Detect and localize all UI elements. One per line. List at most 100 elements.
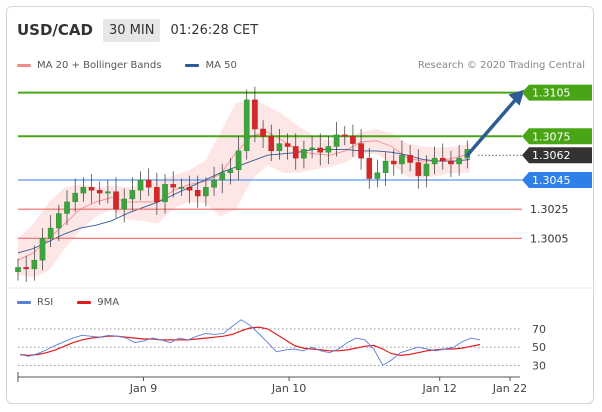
ma50-line [17, 148, 470, 254]
candle-body [350, 136, 356, 144]
rsi-tick-50: 50 [532, 341, 546, 354]
level-tag-text: 1.3105 [532, 87, 571, 100]
chart-widget: USD/CAD 30 MIN 01:26:28 CET MA 20 + Boll… [6, 6, 594, 404]
ma50-swatch [185, 64, 200, 67]
candle-body [129, 189, 136, 200]
ma50-legend-label: MA 50 [205, 60, 237, 71]
candle-body [203, 187, 209, 197]
rsi-swatch [17, 301, 31, 304]
candle-body [219, 172, 226, 181]
symbol-label: USD/CAD [17, 21, 93, 39]
candle-body [227, 169, 234, 173]
level-tag-1.3062: 1.3062 [522, 147, 592, 164]
level-label-1.3025: 1.3025 [530, 203, 569, 216]
bollinger-legend-label: MA 20 + Bollinger Bands [37, 60, 162, 71]
candle-body [276, 143, 283, 152]
projection-arrow-shaft [465, 96, 519, 157]
candle-body [415, 162, 422, 176]
legend-price: MA 20 + Bollinger Bands MA 50 [17, 60, 237, 71]
candle-body [178, 187, 185, 189]
rsi-tick-30: 30 [532, 359, 546, 372]
level-tag-1.3105: 1.3105 [522, 84, 592, 101]
projection-arrow-head [508, 89, 525, 106]
ma9-line [19, 326, 481, 357]
candle-body [194, 189, 201, 197]
legend-rsi: RSI 9MA [17, 297, 119, 308]
candle-body [211, 179, 217, 188]
candle-body [260, 128, 266, 137]
level-tag-bg [522, 84, 592, 101]
candle-body [358, 143, 364, 159]
candle-body [56, 213, 62, 229]
candle-body [333, 134, 340, 147]
candle-body [341, 134, 348, 137]
candle-body [105, 191, 111, 194]
ma9-swatch [77, 301, 92, 304]
level-tag-bg [522, 128, 592, 145]
candle-body [284, 143, 291, 147]
candle-body [309, 147, 315, 150]
candle-body [121, 198, 127, 210]
candle-body [252, 99, 258, 130]
candle-body [145, 179, 152, 188]
candle-body [113, 191, 119, 210]
candle-body [243, 99, 250, 152]
rsi-line [19, 319, 481, 367]
candle-body [154, 187, 160, 203]
candle-body [439, 157, 446, 162]
timeframe-badge[interactable]: 30 MIN [102, 18, 161, 42]
level-tag-text: 1.3075 [532, 130, 571, 143]
candle-body [423, 163, 430, 176]
candle-body [399, 155, 405, 165]
ma9-legend-label: 9MA [97, 297, 120, 308]
candle-body [390, 160, 397, 165]
time-tick-label: Jan 10 [271, 382, 306, 395]
candle-body [96, 189, 103, 194]
candle-body [431, 157, 438, 165]
time-tick-label: Jan 9 [129, 382, 157, 395]
candle-body [47, 227, 54, 239]
time-tick-label: Jan 12 [421, 382, 456, 395]
candle-body [88, 187, 95, 191]
candle-body [137, 179, 144, 191]
candle-body [186, 187, 193, 191]
candle-body [382, 160, 389, 173]
candle-body [366, 157, 373, 179]
level-tag-text: 1.3062 [532, 149, 571, 162]
candle-body [301, 149, 307, 159]
chart-header: USD/CAD 30 MIN 01:26:28 CET [17, 17, 258, 43]
candle-body [456, 157, 462, 165]
candle-body [374, 172, 381, 179]
candle-body [268, 136, 275, 152]
candle-body [325, 146, 332, 153]
rsi-legend-label: RSI [37, 297, 54, 308]
candle-body [23, 267, 29, 270]
candle-body [292, 146, 299, 159]
timestamp: 01:26:28 CET [170, 22, 259, 38]
candle-body [448, 160, 454, 165]
level-label-1.3005: 1.3005 [530, 232, 569, 245]
candle-body [162, 184, 168, 203]
level-tag-text: 1.3045 [532, 174, 571, 187]
candle-body [317, 147, 324, 153]
rsi-tick-70: 70 [532, 323, 546, 336]
candle-body [15, 267, 21, 272]
level-tag-bg [522, 172, 592, 188]
candle-body [39, 238, 46, 261]
level-tag-1.3045: 1.3045 [522, 172, 592, 188]
candle-body [72, 192, 78, 203]
candle-body [80, 187, 87, 194]
level-tag-bg [522, 147, 592, 164]
level-tag-1.3075: 1.3075 [522, 128, 592, 145]
candle-body [235, 150, 242, 171]
candlesticks [15, 86, 471, 282]
candle-body [407, 155, 413, 163]
candle-body [64, 201, 70, 214]
time-tick-label: Jan 22 [492, 382, 527, 395]
bollinger-swatch [17, 64, 31, 67]
candle-body [170, 184, 177, 188]
candle-body [31, 259, 38, 270]
research-credit: Research © 2020 Trading Central [417, 60, 585, 71]
ma20-line [17, 131, 470, 261]
